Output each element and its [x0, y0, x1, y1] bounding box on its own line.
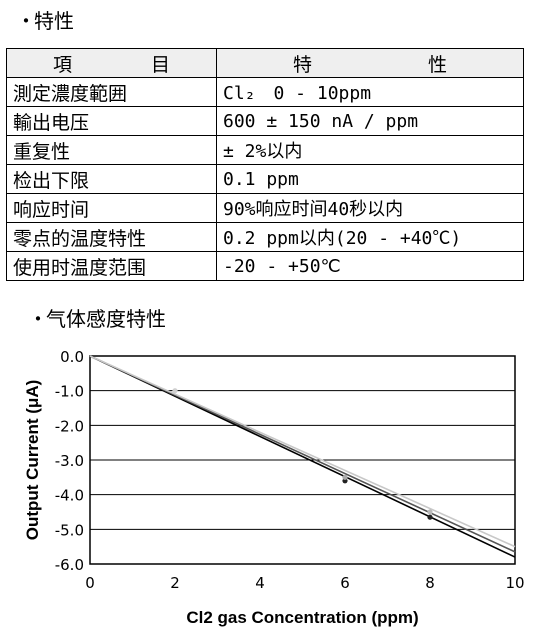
- row-value: Cl₂ 0 - 10ppm: [216, 77, 524, 107]
- header-item-char-1: 項: [53, 53, 73, 76]
- series-line: [89, 355, 516, 548]
- y-tick-labels: 0.0 -1.0 -2.0 -3.0 -4.0 -5.0 -6.0: [55, 348, 84, 574]
- table-row: 測定濃度範囲 Cl₂ 0 - 10ppm: [6, 77, 524, 107]
- table-row: 使用时温度范围 -20 - +50℃: [6, 251, 524, 281]
- data-point: [427, 514, 433, 520]
- y-tick-label: -4.0: [55, 487, 84, 505]
- table-row: 輸出电压 600 ± 150 nA / ppm: [6, 106, 524, 136]
- data-point: [172, 388, 178, 394]
- header-spec-char-1: 特: [293, 53, 313, 76]
- row-item: 响应时间: [6, 193, 217, 223]
- x-tick-labels: 0 2 4 6 8 10: [85, 574, 524, 592]
- y-tick-label: -5.0: [55, 521, 84, 539]
- section-title: 气体感度特性: [46, 307, 166, 331]
- row-item: 零点的温度特性: [6, 222, 217, 252]
- section-heading-sensitivity: ・气体感度特性: [28, 306, 166, 332]
- row-value: ± 2%以内: [216, 135, 524, 165]
- y-tick-label: -2.0: [55, 417, 84, 435]
- spec-table: 項目 特性 測定濃度範囲 Cl₂ 0 - 10ppm 輸出电压 600 ± 150 n…: [6, 48, 524, 281]
- header-item-char-2: 目: [150, 53, 170, 76]
- x-tick-label: 0: [85, 574, 95, 592]
- row-item: 輸出电压: [6, 106, 217, 136]
- row-item: 測定濃度範囲: [6, 77, 217, 107]
- row-item: 重复性: [6, 135, 217, 165]
- data-point: [427, 509, 433, 515]
- x-tick-label: 10: [505, 574, 524, 592]
- x-tick-label: 8: [425, 574, 435, 592]
- section-title: 特性: [34, 9, 74, 33]
- series-lines: [89, 355, 516, 558]
- y-tick-label: -1.0: [55, 383, 84, 401]
- row-value: 0.2 ppm以内(20 - +40℃): [216, 222, 524, 252]
- table-row: 响应时间 90%响应时间40秒以内: [6, 193, 524, 223]
- table-header-row: 項目 特性: [6, 48, 524, 78]
- row-value: 600 ± 150 nA / ppm: [216, 106, 524, 136]
- y-tick-label: -6.0: [55, 556, 84, 574]
- row-item: 使用时温度范围: [6, 251, 217, 281]
- header-item: 項目: [6, 48, 217, 78]
- y-tick-label: -3.0: [55, 452, 84, 470]
- data-points: [172, 388, 433, 520]
- table-row: 重复性 ± 2%以内: [6, 135, 524, 165]
- row-value: -20 - +50℃: [216, 251, 524, 281]
- y-axis-title: Output Current (μA): [23, 380, 42, 541]
- header-spec-char-2: 性: [427, 53, 447, 76]
- x-tick-label: 4: [255, 574, 265, 592]
- x-axis-title: Cl2 gas Concentration (ppm): [186, 608, 418, 627]
- plot-frame: [89, 355, 516, 565]
- grid-lines: [90, 390, 515, 530]
- x-tick-label: 2: [170, 574, 180, 592]
- table-row: 零点的温度特性 0.2 ppm以内(20 - +40℃): [6, 222, 524, 252]
- row-item: 检出下限: [6, 164, 217, 194]
- y-tick-label: 0.0: [60, 348, 84, 366]
- row-value: 90%响应时间40秒以内: [216, 193, 524, 223]
- x-tick-label: 6: [340, 574, 350, 592]
- data-point: [342, 474, 348, 480]
- header-spec: 特性: [216, 48, 524, 78]
- table-row: 检出下限 0.1 ppm: [6, 164, 524, 194]
- section-heading-specs: ・特性: [16, 8, 74, 34]
- sensitivity-chart: 0.0 -1.0 -2.0 -3.0 -4.0 -5.0 -6.0 0 2 4 6 8 10 Cl2 …: [23, 348, 525, 627]
- bullet: ・: [16, 9, 36, 33]
- row-value: 0.1 ppm: [216, 164, 524, 194]
- bullet: ・: [28, 307, 48, 331]
